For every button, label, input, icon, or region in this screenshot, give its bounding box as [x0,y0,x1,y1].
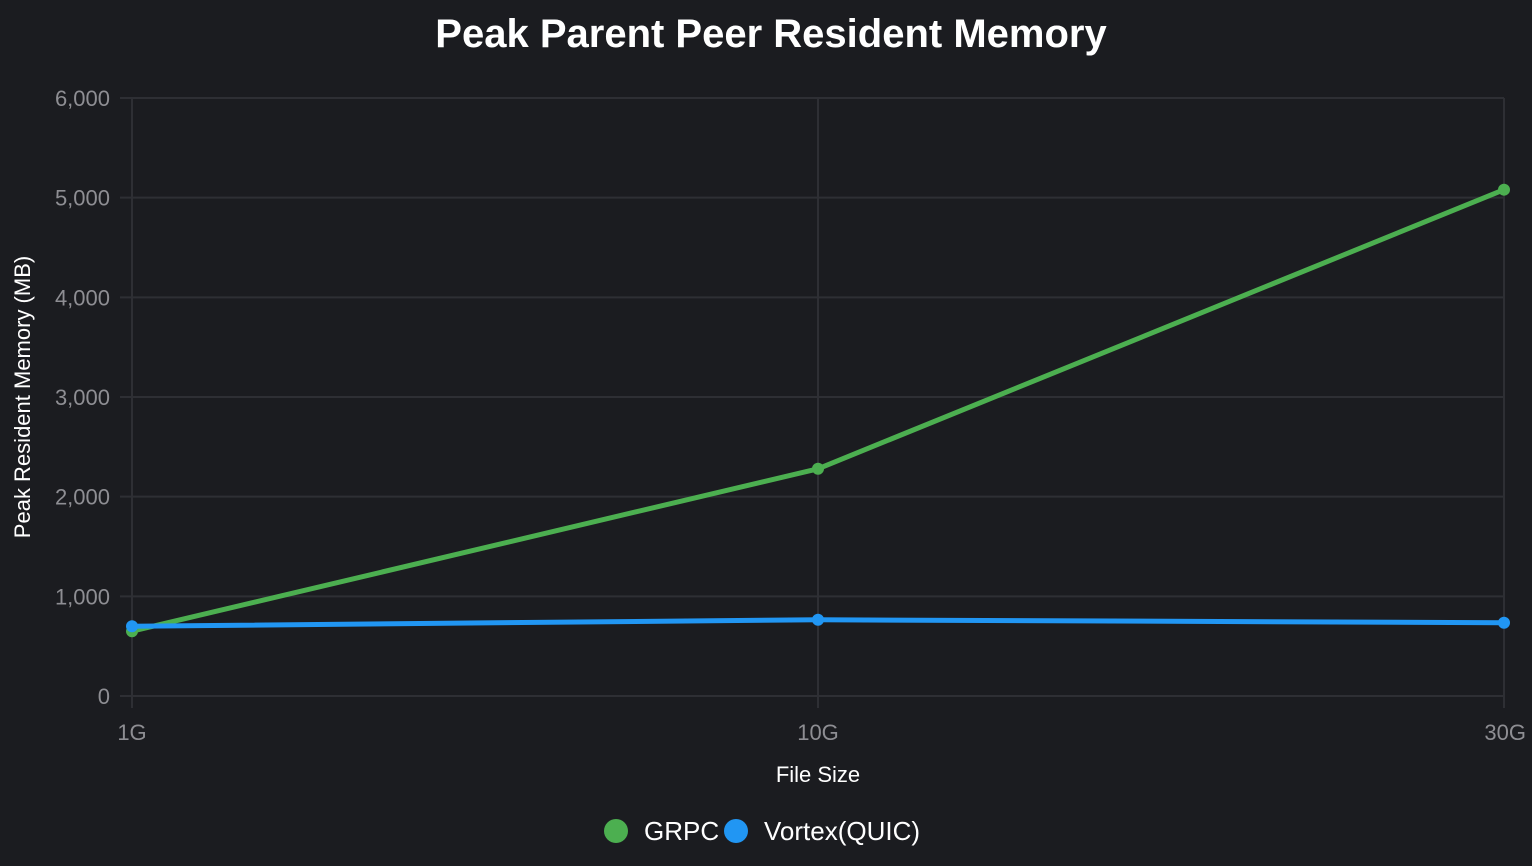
legend-marker [604,819,628,843]
data-point[interactable] [126,620,138,633]
y-tick-label: 6,000 [55,86,110,111]
y-tick-label: 5,000 [55,186,110,211]
y-tick-label: 4,000 [55,285,110,310]
x-tick-label: 1G [117,720,146,745]
y-tick-label: 2,000 [55,485,110,510]
data-point[interactable] [812,613,824,626]
legend-label: GRPC [644,816,719,846]
x-axis-ticks: 1G 10G 30G [117,720,1526,745]
x-tick-label: 10G [797,720,839,745]
chart-title: Peak Parent Peer Resident Memory [435,12,1107,56]
grid [120,97,1505,708]
legend: GRPC Vortex(QUIC) [604,816,920,846]
data-point[interactable] [1498,616,1510,629]
legend-item[interactable]: GRPC [604,816,719,846]
legend-marker [724,819,748,843]
x-tick-label: 30G [1484,720,1526,745]
y-axis-label: Peak Resident Memory (MB) [10,256,35,538]
data-point[interactable] [812,462,824,475]
y-tick-label: 1,000 [55,584,110,609]
data-point[interactable] [1498,183,1510,196]
y-tick-label: 3,000 [55,385,110,410]
series-2 [126,613,1510,633]
y-axis-ticks: 0 1,000 2,000 3,000 4,000 5,000 6,000 [55,86,110,709]
legend-item[interactable]: Vortex(QUIC) [724,816,920,846]
x-axis-label: File Size [776,762,860,787]
y-tick-label: 0 [98,684,110,709]
series [126,183,1510,638]
legend-label: Vortex(QUIC) [764,816,920,846]
